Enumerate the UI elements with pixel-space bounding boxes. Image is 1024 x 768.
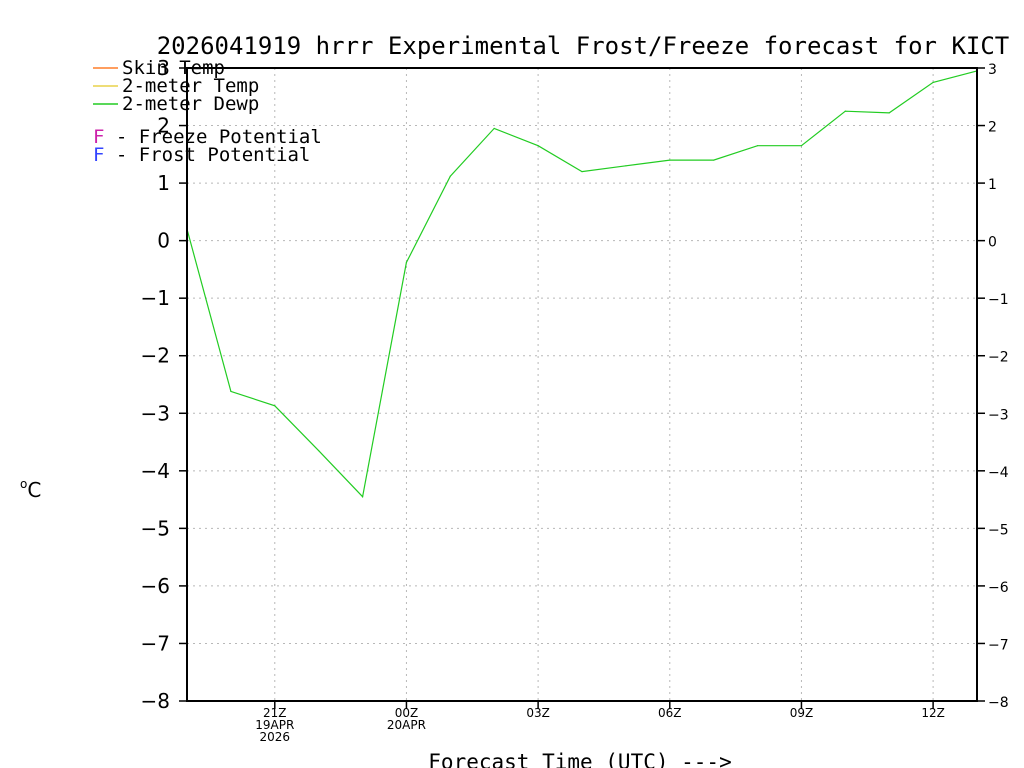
x-tick-label: 2026 [260, 730, 291, 744]
y-tick-label-right: −3 [988, 407, 1009, 423]
y-tick-label-left: 1 [157, 171, 170, 195]
y-axis-label-unit: C [27, 478, 41, 502]
legend-label: 2-meter Temp [122, 75, 259, 97]
x-tick-label: 21Z [263, 706, 287, 720]
x-tick-label: 09Z [790, 706, 814, 720]
data-point [932, 81, 934, 83]
x-tick-label: 20APR [387, 718, 426, 732]
x-tick-label: 12Z [921, 706, 945, 720]
y-tick-label-right: −5 [988, 522, 1009, 538]
y-tick-label-left: −4 [141, 459, 170, 483]
y-tick-label-right: 2 [988, 120, 997, 136]
data-point [756, 145, 759, 147]
y-tick-label-right: 3 [988, 62, 997, 78]
plot-frame [186, 67, 978, 702]
y-tick-label-right: −6 [988, 580, 1009, 596]
y-axis-left: 3 2 1 0 −1 −2 −3 −4 −5 −6 −7 −8 [141, 56, 187, 713]
y-tick-label-right: −7 [988, 637, 1009, 653]
data-point [318, 450, 320, 452]
data-point [713, 159, 715, 161]
y-tick-label-left: −8 [141, 689, 170, 713]
y-tick-label-right: −1 [988, 292, 1009, 308]
legend-label: 2-meter Dewp [122, 93, 259, 115]
x-axis-label: Forecast Time (UTC) ---> [428, 750, 731, 768]
y-tick-label-right: −8 [988, 695, 1009, 711]
y-tick-label-left: −1 [141, 286, 170, 310]
potential-label: - Frost Potential [104, 144, 310, 166]
chart-title: 2026041919 hrrr Experimental Frost/Freez… [157, 32, 1010, 60]
y-axis-label-degree: o [20, 477, 27, 491]
legend-label: Skin Temp [122, 57, 225, 79]
data-point [449, 175, 451, 177]
y-tick-label-left: 0 [157, 229, 170, 253]
y-tick-label-left: −5 [141, 516, 170, 540]
y-tick-label-right: 1 [988, 177, 997, 193]
data-point [274, 405, 276, 407]
potential-legend-item: F - Frost Potential [93, 144, 310, 166]
data-point [405, 261, 408, 264]
y-tick-label-left: −3 [141, 401, 170, 425]
series-group [186, 70, 978, 498]
potential-label: - Freeze Potential [104, 126, 321, 148]
data-point [493, 127, 495, 130]
y-tick-label-left: −2 [141, 344, 170, 368]
x-tick-label: 19APR [255, 718, 294, 732]
data-point [800, 145, 803, 147]
x-tick-label: 06Z [658, 706, 682, 720]
y-axis-right: 3 2 1 0 −1 −2 −3 −4 −5 −6 −7 −8 [977, 62, 1009, 711]
y-tick-label-left: −6 [141, 574, 170, 598]
y-tick-label-left: 2 [157, 114, 170, 138]
potential-letter: F [93, 126, 104, 148]
potential-letter: F [93, 144, 104, 166]
data-point [625, 165, 627, 167]
y-tick-label-right: 0 [988, 235, 997, 251]
data-point [844, 110, 846, 112]
potential-legend-item: F - Freeze Potential [93, 126, 322, 148]
y-tick-label-right: −4 [988, 465, 1009, 481]
y-axis-label: oC [20, 477, 41, 502]
x-tick-label: 03Z [526, 706, 550, 720]
data-point [581, 170, 583, 173]
y-tick-label-left: 3 [157, 56, 170, 80]
y-tick-label-left: −7 [141, 631, 170, 655]
data-point [888, 112, 890, 114]
data-point [537, 145, 539, 147]
x-tick-label: 00Z [395, 706, 419, 720]
y-tick-label-right: −2 [988, 350, 1009, 366]
data-point [669, 159, 671, 161]
data-point [230, 390, 232, 393]
data-point [361, 496, 364, 498]
